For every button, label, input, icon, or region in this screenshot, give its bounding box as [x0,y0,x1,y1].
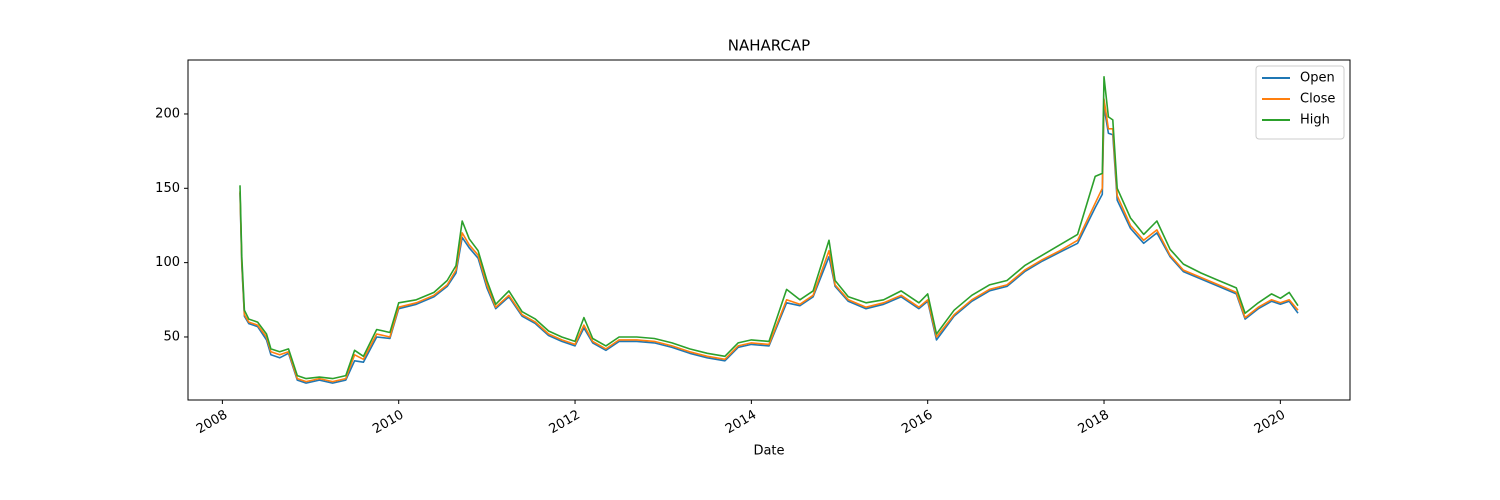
series-line [239,76,1299,380]
x-axis-label: Date [753,444,784,459]
chart-title: NAHARCAP [728,37,810,55]
legend-label: High [1300,113,1330,128]
legend-label: Close [1300,92,1335,107]
y-tick-label: 200 [155,106,180,121]
legend-label: Open [1300,71,1335,86]
y-tick-label: 150 [155,181,180,196]
y-tick-label: 50 [163,329,180,344]
plot-frame [187,59,1351,401]
y-tick-label: 100 [155,255,180,270]
